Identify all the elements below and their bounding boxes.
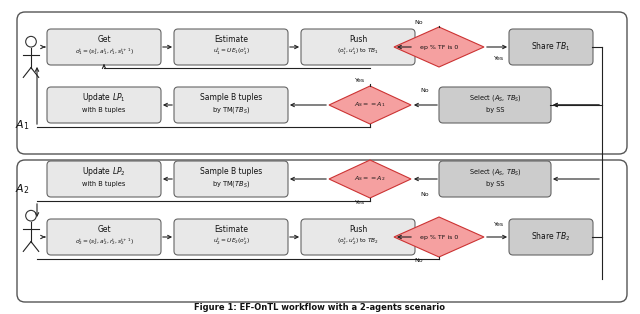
Text: Estimate: Estimate (214, 35, 248, 45)
Text: Push: Push (349, 225, 367, 235)
Text: by TM($TB_S$): by TM($TB_S$) (212, 105, 250, 115)
Text: Yes: Yes (494, 57, 504, 62)
Text: Select ($A_S$, $TB_S$): Select ($A_S$, $TB_S$) (468, 93, 522, 103)
Text: $A_1$: $A_1$ (15, 118, 29, 132)
Text: Sample B tuples: Sample B tuples (200, 94, 262, 102)
Text: Figure 1: EF-OnTL workflow with a 2-agents scenario: Figure 1: EF-OnTL workflow with a 2-agen… (195, 304, 445, 312)
Text: $o_2^t{=}(s_2^t,a_2^t,r_2^t,s_2^{t+1})$: $o_2^t{=}(s_2^t,a_2^t,r_2^t,s_2^{t+1})$ (75, 237, 133, 247)
Text: $A_S{=}{=}A_2$: $A_S{=}{=}A_2$ (355, 175, 386, 183)
Text: Get: Get (97, 225, 111, 235)
Text: Yes: Yes (494, 223, 504, 228)
Text: $A_2$: $A_2$ (15, 182, 29, 196)
FancyBboxPatch shape (301, 219, 415, 255)
Text: $A_S{=}{=}A_1$: $A_S{=}{=}A_1$ (354, 100, 386, 110)
Text: Select ($A_S$, $TB_S$): Select ($A_S$, $TB_S$) (468, 167, 522, 177)
Text: with B tuples: with B tuples (83, 107, 125, 113)
Polygon shape (394, 217, 484, 257)
Text: $o_1^t{=}(s_1^t,a_1^t,r_1^t,s_1^{t+1})$: $o_1^t{=}(s_1^t,a_1^t,r_1^t,s_1^{t+1})$ (75, 46, 133, 57)
Text: ep % TF is 0: ep % TF is 0 (420, 45, 458, 50)
Text: by SS: by SS (486, 181, 504, 187)
Text: Share $TB_2$: Share $TB_2$ (531, 231, 571, 243)
Text: $(o_2^t, u_2^t)$ to $TB_2$: $(o_2^t, u_2^t)$ to $TB_2$ (337, 237, 379, 247)
Text: Yes: Yes (355, 78, 365, 84)
Text: Sample B tuples: Sample B tuples (200, 167, 262, 176)
Text: Yes: Yes (355, 201, 365, 205)
Text: by TM($TB_S$): by TM($TB_S$) (212, 179, 250, 189)
Text: ep % TF is 0: ep % TF is 0 (420, 235, 458, 240)
FancyBboxPatch shape (47, 87, 161, 123)
Polygon shape (329, 160, 411, 198)
FancyBboxPatch shape (439, 161, 551, 197)
FancyBboxPatch shape (47, 219, 161, 255)
FancyBboxPatch shape (301, 29, 415, 65)
FancyBboxPatch shape (174, 29, 288, 65)
Text: Share $TB_1$: Share $TB_1$ (531, 41, 571, 53)
Text: $u_2^t{=}UE_2(o_2^t)$: $u_2^t{=}UE_2(o_2^t)$ (212, 237, 250, 247)
Text: $u_1^t{=}UE_1(o_1^t)$: $u_1^t{=}UE_1(o_1^t)$ (212, 47, 250, 57)
FancyBboxPatch shape (47, 161, 161, 197)
Text: Estimate: Estimate (214, 225, 248, 235)
FancyBboxPatch shape (509, 29, 593, 65)
Text: $(o_1^t, u_1^t)$ to $TB_1$: $(o_1^t, u_1^t)$ to $TB_1$ (337, 47, 379, 57)
FancyBboxPatch shape (174, 161, 288, 197)
FancyBboxPatch shape (17, 12, 627, 154)
Text: Get: Get (97, 35, 111, 45)
Text: No: No (415, 20, 423, 25)
Text: No: No (420, 192, 429, 198)
Polygon shape (329, 86, 411, 124)
FancyBboxPatch shape (174, 219, 288, 255)
FancyBboxPatch shape (509, 219, 593, 255)
Text: Update $LP_1$: Update $LP_1$ (82, 91, 126, 105)
FancyBboxPatch shape (174, 87, 288, 123)
FancyBboxPatch shape (47, 29, 161, 65)
Text: with B tuples: with B tuples (83, 181, 125, 187)
Text: Update $LP_2$: Update $LP_2$ (82, 165, 126, 178)
Text: by SS: by SS (486, 107, 504, 113)
Text: Push: Push (349, 35, 367, 45)
FancyBboxPatch shape (17, 160, 627, 302)
Text: No: No (415, 258, 423, 263)
FancyBboxPatch shape (439, 87, 551, 123)
Polygon shape (394, 27, 484, 67)
Text: No: No (420, 88, 429, 93)
